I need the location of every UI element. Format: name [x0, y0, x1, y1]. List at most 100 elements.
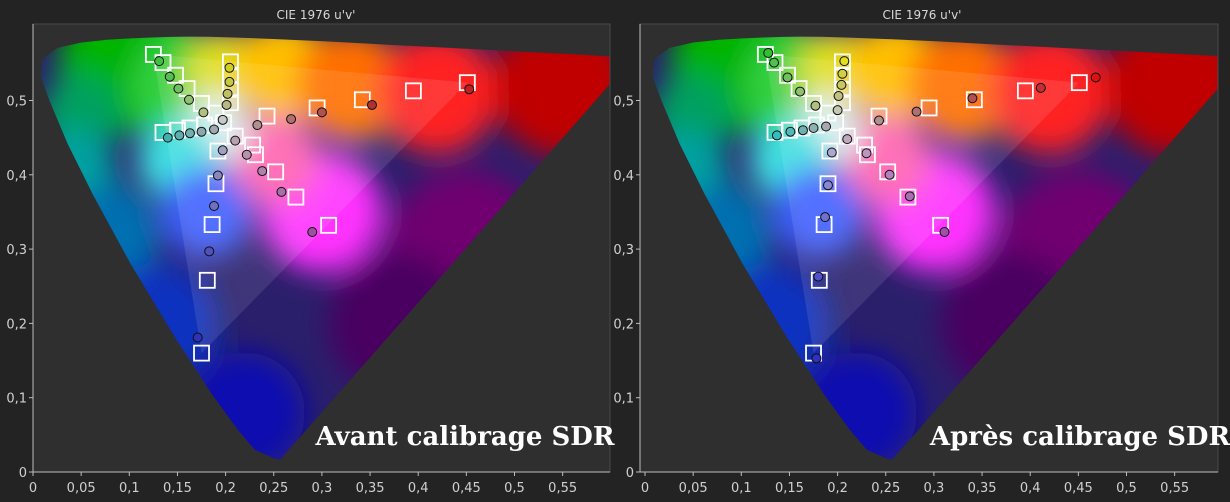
- measured-point: [366, 99, 377, 110]
- measured-point: [837, 68, 848, 79]
- x-tick-label: 0,5: [504, 481, 525, 496]
- measured-point: [782, 72, 793, 83]
- target-point: [320, 216, 338, 234]
- measured-point: [209, 201, 220, 212]
- y-tick-label: 0,1: [613, 392, 634, 407]
- target-point: [244, 136, 261, 154]
- target-markers: [756, 46, 1088, 362]
- measured-point: [217, 114, 228, 125]
- measured-point: [464, 84, 475, 95]
- x-tick-label: 0,35: [968, 481, 997, 496]
- measured-point: [820, 212, 831, 223]
- measured-point: [911, 106, 922, 117]
- measured-point: [797, 125, 808, 136]
- measured-points: [154, 56, 475, 343]
- measured-point: [861, 148, 872, 159]
- x-tick-label: 0: [641, 481, 649, 496]
- measured-point: [276, 186, 287, 197]
- target-point: [819, 175, 837, 193]
- x-tick-label: 0,2: [215, 481, 236, 496]
- x-tick-label: 0,1: [731, 481, 752, 496]
- measured-point: [212, 170, 223, 181]
- measured-point: [286, 114, 297, 125]
- measured-point: [904, 191, 915, 202]
- x-tick-label: 0,05: [679, 481, 708, 496]
- x-tick-label: 0,15: [163, 481, 192, 496]
- y-tick-label: 0,1: [6, 392, 27, 407]
- target-point: [287, 188, 305, 206]
- measured-point: [839, 56, 850, 67]
- y-tick-label: 0,4: [6, 169, 27, 184]
- target-point: [267, 163, 285, 181]
- measured-point: [184, 128, 195, 139]
- y-tick-label: 0,5: [6, 95, 27, 110]
- target-point: [203, 216, 221, 233]
- measured-point: [230, 135, 241, 146]
- measured-point: [198, 107, 209, 118]
- target-point: [308, 99, 326, 117]
- y-tick-label: 0: [19, 466, 27, 481]
- measured-point: [822, 180, 833, 191]
- measured-point: [1090, 72, 1101, 83]
- x-tick-label: 0,25: [871, 481, 900, 496]
- x-tick-label: 0,05: [67, 481, 96, 496]
- x-tick-label: 0,5: [1116, 481, 1137, 496]
- target-point: [920, 99, 938, 117]
- target-point: [1016, 82, 1034, 100]
- measured-point: [221, 99, 232, 110]
- x-tick-label: 0,2: [827, 481, 848, 496]
- measured-points: [763, 47, 1101, 364]
- measured-point: [316, 107, 327, 118]
- measured-point: [162, 132, 173, 143]
- measured-point: [154, 56, 165, 67]
- target-point: [198, 271, 216, 289]
- chart-caption: Après calibrage SDR: [929, 422, 1230, 452]
- y-tick-label: 0,5: [613, 95, 634, 110]
- measured-point: [826, 147, 837, 158]
- y-tick-label: 0,3: [6, 243, 27, 258]
- x-tick-label: 0,3: [312, 481, 333, 496]
- y-tick-label: 0,3: [613, 243, 634, 258]
- target-point: [353, 91, 371, 109]
- target-point: [805, 95, 822, 112]
- x-tick-label: 0,15: [775, 481, 804, 496]
- measured-point: [821, 121, 832, 132]
- x-tick-label: 0,35: [356, 481, 385, 496]
- measured-point: [771, 130, 782, 141]
- target-point: [1070, 74, 1088, 92]
- measured-point: [813, 271, 824, 282]
- measured-point: [224, 62, 235, 73]
- measured-point: [810, 100, 821, 111]
- measured-point: [204, 246, 215, 257]
- y-tick-label: 0: [626, 466, 634, 481]
- measured-point: [252, 120, 263, 131]
- measured-point: [832, 105, 843, 116]
- x-tick-label: 0,3: [924, 481, 945, 496]
- measured-point: [307, 227, 318, 238]
- measured-point: [257, 166, 268, 177]
- measured-point: [967, 93, 978, 104]
- measured-point: [769, 57, 780, 68]
- y-tick-label: 0,2: [6, 317, 27, 332]
- measured-point: [1035, 82, 1046, 93]
- x-tick-label: 0,1: [119, 481, 140, 496]
- measured-point: [192, 332, 203, 343]
- chart-title: CIE 1976 u'v': [883, 8, 962, 22]
- measured-point: [811, 353, 822, 364]
- target-point: [821, 142, 839, 160]
- measured-point: [173, 83, 184, 94]
- measured-point: [196, 126, 207, 137]
- target-point: [193, 344, 210, 362]
- x-tick-label: 0,4: [1020, 481, 1041, 496]
- chart-title: CIE 1976 u'v': [277, 8, 356, 22]
- x-tick-label: 0,55: [548, 481, 577, 496]
- target-point: [258, 107, 276, 125]
- measured-point: [241, 149, 252, 160]
- target-point: [779, 66, 796, 84]
- y-tick-label: 0,4: [613, 169, 634, 184]
- measured-point: [842, 134, 853, 145]
- target-point: [781, 121, 798, 139]
- target-point: [766, 54, 784, 72]
- target-point: [859, 146, 876, 164]
